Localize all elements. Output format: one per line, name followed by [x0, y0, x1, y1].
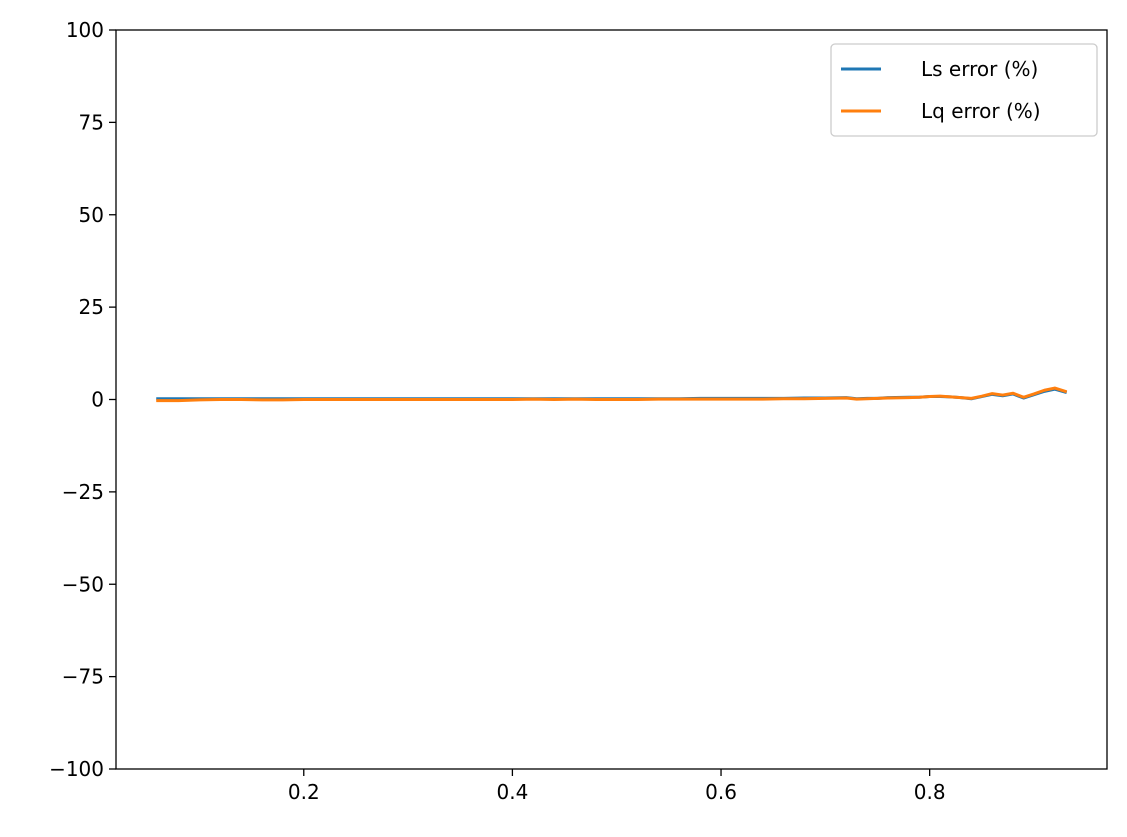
x-tick-label: 0.8 — [914, 780, 946, 804]
y-tick-label: 75 — [79, 110, 104, 134]
series-layer — [156, 386, 1068, 403]
y-tick-label: 25 — [79, 295, 104, 319]
y-tick-label: 100 — [66, 18, 104, 42]
legend-label-0: Ls error (%) — [921, 57, 1038, 81]
x-tick-label: 0.6 — [705, 780, 737, 804]
y-tick-label: −50 — [62, 572, 104, 596]
y-tick-label: −75 — [62, 665, 104, 689]
y-tick-label: −25 — [62, 480, 104, 504]
y-tick-label: 0 — [91, 388, 104, 412]
series-line-1 — [156, 386, 1068, 403]
x-tick-label: 0.4 — [496, 780, 528, 804]
legend: Ls error (%) Lq error (%) — [830, 43, 1098, 137]
legend-box — [830, 43, 1098, 137]
y-axis: 100 75 50 25 0 −25 −50 −75 −100 — [49, 18, 116, 781]
y-tick-label: 50 — [79, 203, 104, 227]
legend-label-1: Lq error (%) — [921, 99, 1041, 123]
x-tick-label: 0.2 — [288, 780, 320, 804]
y-tick-label: −100 — [49, 757, 104, 781]
x-axis: 0.2 0.4 0.6 0.8 — [288, 769, 946, 804]
